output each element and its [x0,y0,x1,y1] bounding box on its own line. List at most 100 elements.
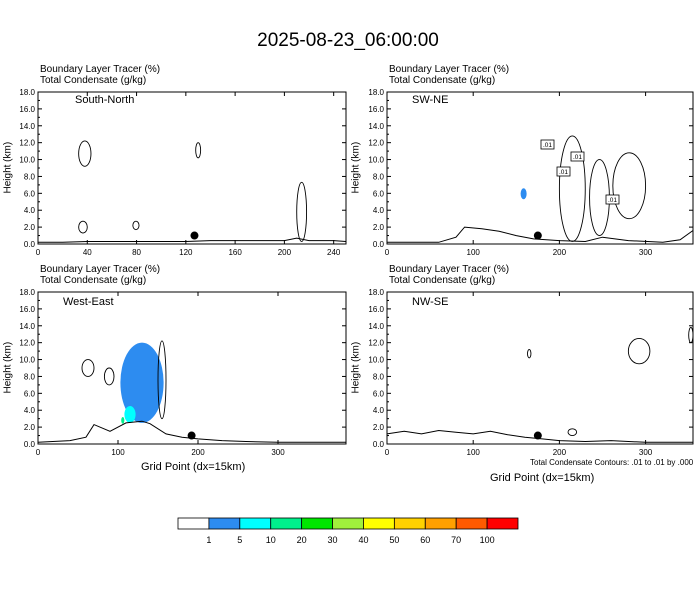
y-tick-label: 0.0 [373,240,385,249]
condensate-label: Total Condensate (g/kg) [389,75,496,86]
condensate-contour [78,140,92,167]
colorbar-label: 50 [389,535,400,545]
contour-label: .01 [573,154,582,161]
terrain-line [387,226,694,243]
y-tick-label: 12.0 [368,139,384,148]
colorbar-swatch [208,517,241,530]
panel-label-nw-se: Boundary Layer Tracer (%) Total Condensa… [389,264,509,286]
x-tick-label: 100 [467,248,481,257]
x-tick-label: 80 [132,248,141,257]
colorbar-swatch [486,517,519,530]
condensate-contour [527,348,532,359]
y-tick-label: 2.0 [373,223,385,232]
x-tick-label: 0 [385,248,390,257]
y-tick-label: 0.0 [24,440,36,449]
condensate-contour [81,359,95,377]
colorbar-label: 5 [237,535,243,545]
y-tick-label: 14.0 [19,122,35,131]
x-tick-label: 200 [553,248,567,257]
y-tick-label: 12.0 [19,339,35,348]
colorbar-label: 20 [296,535,307,545]
y-tick-label: 6.0 [24,189,36,198]
location-marker [533,231,542,240]
colorbar-swatch [239,517,272,530]
condensate-label: Total Condensate (g/kg) [40,75,147,86]
panel-name-nw-se: NW-SE [412,296,449,308]
x-tick-label: 40 [83,248,92,257]
condensate-contour [567,428,578,437]
colorbar-label: 60 [420,535,431,545]
x-tick-label: 240 [327,248,341,257]
y-tick-label: 6.0 [373,389,385,398]
condensate-contour [688,327,694,344]
colorbar-label: 40 [358,535,369,545]
y-tick-label: 12.0 [19,139,35,148]
panel-label-sw-ne: Boundary Layer Tracer (%) Total Condensa… [389,64,509,86]
contour-label: .01 [559,169,568,176]
contour-label: .01 [543,142,552,149]
colorbar-label: 100 [479,535,495,545]
contour-label-box [540,139,555,150]
x-tick-label: 160 [228,248,242,257]
x-tick-label: 200 [191,448,205,457]
terrain-line [38,237,347,243]
y-tick-label: 0.0 [373,440,385,449]
y-tick-label: 0.0 [24,240,36,249]
y-tick-label: 2.0 [24,423,36,432]
condensate-contour [195,142,202,159]
contour-label: .01 [608,197,617,204]
panel-name-sw-ne: SW-NE [412,94,449,106]
x-tick-label: 200 [553,448,567,457]
y-tick-label: 18.0 [368,288,384,297]
colorbar [177,517,519,530]
page-title: 2025-08-23_06:00:00 [257,30,439,51]
colorbar-swatch [424,517,457,530]
y-tick-label: 16.0 [19,105,35,114]
x-tick-label: 0 [36,248,41,257]
x-tick-label: 100 [111,448,125,457]
colorbar-swatch [270,517,303,530]
y-tick-label: 10.0 [19,156,35,165]
condensate-label: Total Condensate (g/kg) [389,275,496,286]
condensate-contour [296,181,308,242]
colorbar-swatch [363,517,395,530]
y-tick-label: 6.0 [24,389,36,398]
condensate-contour [78,220,88,234]
x-tick-label: 200 [278,248,292,257]
tracer-shading [121,416,125,424]
x-tick-label: 100 [467,448,481,457]
condensate-contour [103,367,115,386]
y-tick-label: 4.0 [24,206,36,215]
y-tick-label: 6.0 [373,189,385,198]
y-tick-label: 8.0 [373,172,385,181]
y-tick-label: 10.0 [19,356,35,365]
location-marker [190,231,199,240]
y-tick-label: 4.0 [373,406,385,415]
x-tick-label: 300 [639,448,653,457]
plot-west-east: 0.0 2.0 4.0 6.0 8.0 10.0 12.0 14.0 16.0 18.0 0 100 2… [19,288,347,457]
y-tick-label: 16.0 [368,305,384,314]
contour-label-box [556,166,571,177]
y-tick-label: 4.0 [373,206,385,215]
plot-nw-se: 0.0 2.0 4.0 6.0 8.0 10.0 12.0 14.0 16.0 18.0 0 100 2… [368,288,694,457]
x-tick-label: 300 [271,448,285,457]
x-tick-label: 300 [639,248,653,257]
y-tick-label: 14.0 [368,322,384,331]
tracer-shading [120,342,164,423]
plot-sw-ne: 0.0 2.0 4.0 6.0 8.0 10.0 12.0 14.0 16.0 18.0 0 100 2… [368,88,694,257]
plot-south-north: 0.0 2.0 4.0 6.0 8.0 10.0 12.0 14.0 16.0 18.0 0 40 80… [19,88,347,257]
x-tick-label: 0 [36,448,41,457]
panel-label-west-east: Boundary Layer Tracer (%) Total Condensa… [40,264,160,286]
colorbar-swatch [455,517,488,530]
colorbar-swatch [177,517,210,530]
tracer-label: Boundary Layer Tracer (%) [389,264,510,275]
plot-frame [386,91,694,245]
contour-footnote: Total Condensate Contours: .01 to .01 by… [530,458,694,467]
y-tick-label: 2.0 [24,223,36,232]
condensate-contour [612,152,647,220]
tracer-shading [520,188,527,200]
contour-label-box [570,151,585,162]
colorbar-label: 1 [206,535,212,545]
tracer-label: Boundary Layer Tracer (%) [40,264,161,275]
